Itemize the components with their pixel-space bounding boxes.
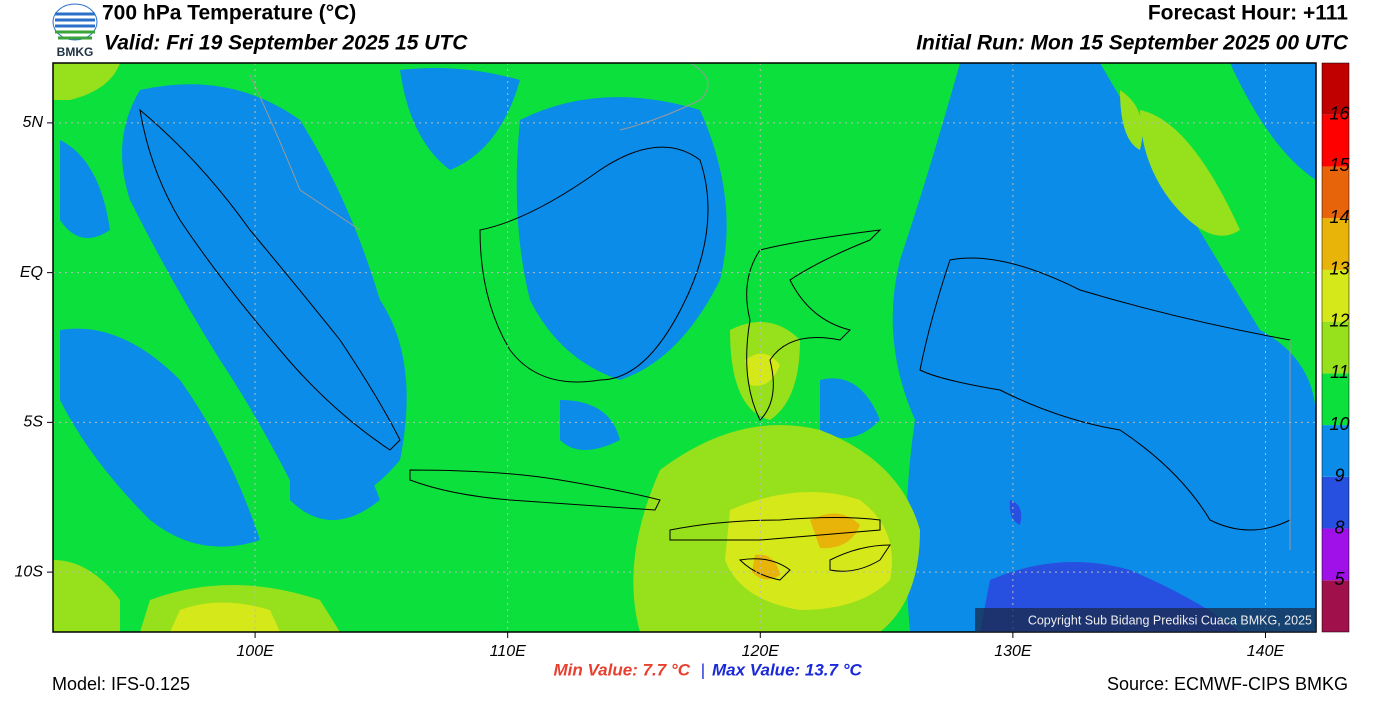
title: 700 hPa Temperature (°C) bbox=[102, 2, 356, 25]
colorbar-segment bbox=[1322, 321, 1349, 374]
colorbar-label: 16 bbox=[1329, 103, 1350, 123]
lat-label: 5N bbox=[23, 114, 44, 131]
colorbar-segment bbox=[1322, 63, 1349, 115]
lat-label: EQ bbox=[20, 264, 43, 281]
lon-label: 110E bbox=[490, 643, 527, 660]
colorbar-segment bbox=[1322, 218, 1349, 270]
colorbar-segment bbox=[1322, 269, 1349, 322]
colorbar-segment bbox=[1322, 166, 1349, 219]
colorbar-segment bbox=[1322, 580, 1349, 632]
source: Source: ECMWF-CIPS BMKG bbox=[1107, 674, 1348, 694]
copyright: Copyright Sub Bidang Prediksi Cuaca BMKG… bbox=[1028, 613, 1312, 627]
colorbar: 5 8 9 10 11 12 13 14 15 16 bbox=[1321, 62, 1350, 633]
separator: | bbox=[701, 660, 705, 679]
lat-label: 10S bbox=[15, 563, 44, 580]
logo-text: BMKG bbox=[57, 45, 94, 59]
colorbar-label: 9 bbox=[1334, 466, 1344, 486]
logo: BMKG bbox=[52, 3, 98, 59]
colorbar-label: 8 bbox=[1334, 517, 1344, 537]
colorbar-segment bbox=[1322, 476, 1349, 529]
lon-label: 140E bbox=[1247, 643, 1285, 660]
colorbar-label: 14 bbox=[1329, 207, 1349, 227]
map-frame bbox=[52, 62, 1317, 633]
graticule: 100E 110E 120E 130E 140E 5N EQ 5S 10S bbox=[15, 63, 1316, 660]
colorbar-segment bbox=[1322, 373, 1349, 426]
colorbar-segment bbox=[1322, 425, 1349, 477]
initial-run: Initial Run: Mon 15 September 2025 00 UT… bbox=[916, 32, 1349, 55]
temperature-field bbox=[53, 63, 1316, 632]
model: Model: IFS-0.125 bbox=[52, 674, 190, 694]
lon-label: 130E bbox=[994, 643, 1032, 660]
colorbar-frame bbox=[1321, 62, 1350, 633]
valid-time: Valid: Fri 19 September 2025 15 UTC bbox=[104, 32, 468, 55]
colorbar-label: 15 bbox=[1329, 155, 1350, 175]
lon-label: 120E bbox=[742, 643, 780, 660]
colorbar-label: 5 bbox=[1334, 569, 1345, 589]
lat-label: 5S bbox=[23, 414, 43, 431]
colorbar-label: 13 bbox=[1329, 259, 1349, 279]
min-value: Min Value: 7.7 °C bbox=[553, 660, 690, 679]
copyright-box bbox=[975, 608, 1316, 632]
colorbar-label: 12 bbox=[1329, 310, 1349, 330]
lon-label: 100E bbox=[236, 643, 274, 660]
forecast-hour: Forecast Hour: +111 bbox=[1148, 2, 1348, 25]
max-value: Max Value: 13.7 °C bbox=[712, 660, 863, 679]
colorbar-label: 10 bbox=[1329, 414, 1349, 434]
colorbar-segment bbox=[1322, 528, 1349, 581]
colorbar-segment bbox=[1322, 114, 1349, 167]
colorbar-label: 11 bbox=[1330, 362, 1349, 382]
